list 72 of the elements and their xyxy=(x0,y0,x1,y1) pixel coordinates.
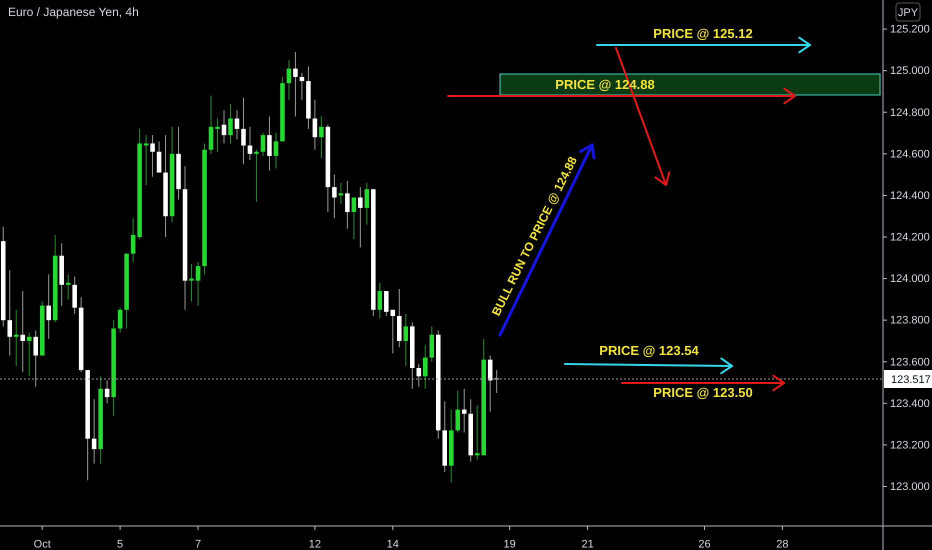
annotation: PRICE @ 123.50 xyxy=(653,385,753,400)
candlestick xyxy=(429,326,434,362)
candlestick xyxy=(352,197,356,240)
candlestick xyxy=(312,99,318,150)
candlestick xyxy=(293,51,298,117)
y-tick-label: 123.800 xyxy=(890,314,930,327)
ref-line-label: 123.517 xyxy=(891,374,931,386)
x-tick-label: Oct xyxy=(34,538,51,550)
y-tick-label: 123.200 xyxy=(890,439,930,452)
candlestick xyxy=(150,134,155,178)
candlestick xyxy=(300,72,304,100)
candlestick xyxy=(319,116,324,159)
candlestick xyxy=(422,344,428,390)
x-tick-label: 7 xyxy=(194,538,202,550)
candlestick xyxy=(332,174,337,219)
y-tick-label: 125.000 xyxy=(890,65,930,78)
candlestick xyxy=(267,116,272,171)
candlestick xyxy=(7,270,12,356)
y-tick-label: 124.000 xyxy=(890,273,930,286)
candlestick xyxy=(358,186,363,248)
candlestick xyxy=(144,134,148,186)
x-tick-label: 5 xyxy=(117,538,124,550)
candlestick xyxy=(390,309,396,354)
candlestick xyxy=(46,274,51,340)
y-tick-label: 124.800 xyxy=(890,106,930,119)
text: JPY xyxy=(898,7,919,19)
candlestick xyxy=(196,261,200,306)
annotation: PRICE @ 123.54 xyxy=(599,343,700,358)
candlestick xyxy=(384,290,389,317)
x-tick-label: 14 xyxy=(386,538,399,550)
y-tick-label: 123.400 xyxy=(890,398,930,410)
annotation: PRICE @ 125.12 xyxy=(653,26,753,41)
candlestick xyxy=(254,149,259,202)
x-tick-label: 21 xyxy=(581,538,594,550)
candlestick xyxy=(404,313,408,366)
x-tick-label: 28 xyxy=(776,538,788,550)
y-tick-label: 125.200 xyxy=(890,24,930,36)
candlestick xyxy=(474,404,480,460)
candlestick xyxy=(130,218,136,262)
candlestick xyxy=(462,388,466,433)
x-tick-label: 19 xyxy=(504,538,516,550)
y-tick-label: 123.600 xyxy=(890,356,930,368)
candlestick xyxy=(455,390,460,433)
candlestick xyxy=(189,264,194,302)
candlestick xyxy=(286,60,292,100)
candlestick xyxy=(378,282,382,319)
candlestick xyxy=(26,332,32,377)
chart-title: Euro / Japanese Yen, 4h xyxy=(8,5,139,19)
candlestick xyxy=(72,276,77,314)
candlestick xyxy=(66,274,70,300)
candlestick xyxy=(14,309,19,366)
candlestick xyxy=(345,180,350,230)
candlestick xyxy=(364,182,370,226)
candlestick xyxy=(241,97,246,165)
y-tick-label: 123.000 xyxy=(890,481,930,494)
candlestick xyxy=(274,132,278,169)
candlestick xyxy=(118,307,122,334)
y-tick-label: 124.200 xyxy=(890,232,930,244)
candlestick xyxy=(260,132,266,156)
y-tick-label: 124.400 xyxy=(890,190,930,202)
candlestick xyxy=(248,126,252,161)
candlestick xyxy=(104,380,110,404)
candlestick xyxy=(20,290,25,373)
x-tick-label: 26 xyxy=(698,538,711,550)
candlestick xyxy=(338,182,344,204)
candlestick xyxy=(92,398,96,464)
candlestick xyxy=(234,110,240,140)
x-tick-label: 12 xyxy=(308,538,322,550)
y-tick-label: 124.600 xyxy=(890,148,930,160)
candlestick xyxy=(228,103,233,144)
candlestick xyxy=(222,110,226,144)
candlestick xyxy=(156,140,162,174)
